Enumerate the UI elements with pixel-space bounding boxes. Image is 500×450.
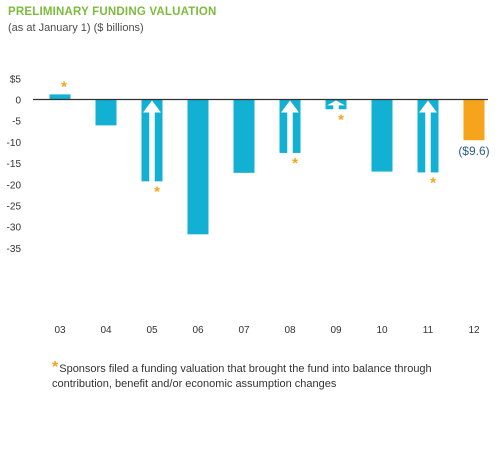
x-tick-label: 12 [468,325,480,336]
balance-arrow-11 [419,100,437,173]
x-tick-label: 11 [423,325,434,336]
bar-10 [371,99,393,172]
balance-arrow-05 [143,100,161,182]
bar-03 [49,94,71,100]
x-tick-label: 08 [284,325,296,336]
x-tick-label: 05 [146,325,158,336]
bar-12 [463,99,485,141]
footnote-asterisk: * [52,359,59,376]
y-tick-label: -35 [7,244,22,255]
asterisk-11: * [430,174,436,191]
asterisk-09: * [338,111,344,128]
asterisk-03: * [61,78,67,95]
value-label-12: ($9.6) [458,144,489,158]
x-tick-label: 03 [54,325,66,336]
x-tick-label: 09 [330,325,342,336]
y-tick-label: -30 [7,223,22,234]
asterisk-08: * [292,155,298,172]
y-tick-label: $5 [10,74,22,85]
x-tick-label: 07 [238,325,250,336]
y-tick-label: -15 [7,159,22,170]
chart-subtitle: (as at January 1) ($ billions) [8,22,144,34]
y-tick-label: 0 [15,96,21,107]
x-tick-label: 04 [100,325,112,336]
chart-title: PRELIMINARY FUNDING VALUATION [8,6,217,18]
bar-chart: $5 0 -5 -10 -15 -20 -25 -30 -35 * 03 04 * 05 06 07 * 08 * 0… [7,74,490,336]
bar-06 [187,99,209,235]
balance-arrow-08 [281,100,299,154]
y-tick-label: -10 [7,138,22,149]
bar-04 [95,99,117,126]
chart-marks: $5 0 -5 -10 -15 -20 -25 -30 -35 * 03 04 * 05 06 07 * 08 * 0… [7,74,490,336]
bar-07 [233,99,255,173]
footnote-text: Sponsors filed a funding valuation that … [52,363,432,390]
x-tick-label: 10 [376,325,388,336]
x-tick-label: 06 [192,325,204,336]
y-tick-label: -25 [7,202,22,213]
balance-arrow-09 [327,100,345,110]
footnote: *Sponsors filed a funding valuation that… [52,359,492,392]
y-tick-label: -20 [7,180,22,191]
asterisk-05: * [154,183,160,200]
y-tick-label: -5 [12,117,21,128]
